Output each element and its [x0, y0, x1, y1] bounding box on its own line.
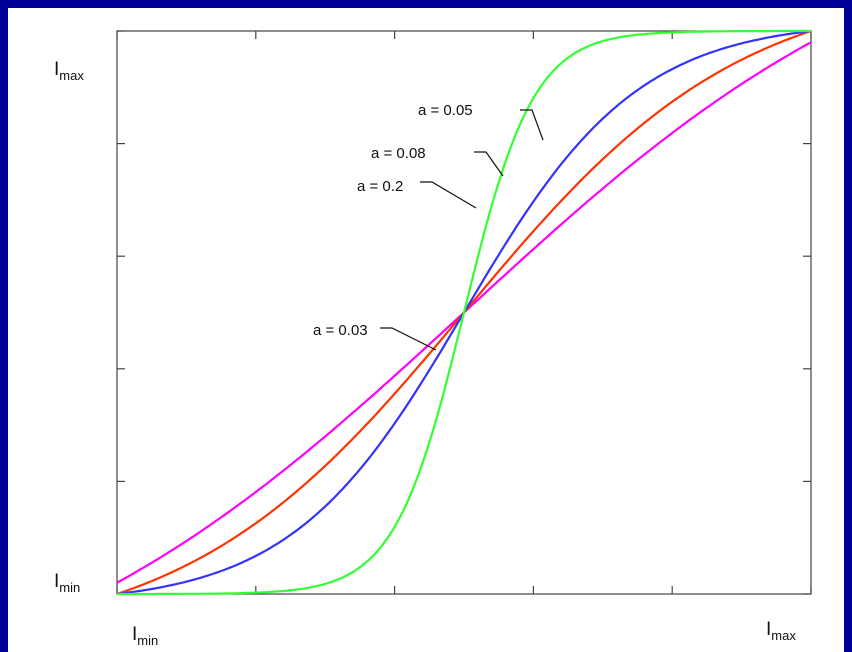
x-tick-label-min: Imin [132, 624, 159, 648]
sigmoid-chart: a = 0.05 a = 0.08 a = 0.2 a = 0.03 [116, 29, 812, 596]
annotation-leader-1 [474, 151, 504, 177]
annotation-leader-2 [420, 181, 477, 209]
series-line-a-0-2 [117, 29, 811, 596]
annotation-label-3: a = 0.03 [313, 322, 368, 339]
annotation-label-0: a = 0.05 [418, 102, 473, 119]
y-tick-label-max: Imax [54, 59, 84, 83]
annotation-leader-3 [380, 327, 437, 351]
y-tick-label-min: Imin [54, 571, 81, 595]
x-tick-label-max: Imax [766, 619, 796, 643]
annotation-leader-0 [520, 109, 544, 141]
chart-panel: a = 0.05 a = 0.08 a = 0.2 a = 0.03 Imax Imi… [8, 8, 844, 652]
plot-frame [116, 30, 812, 595]
annotation-label-1: a = 0.08 [371, 145, 426, 162]
annotation-label-2: a = 0.2 [357, 178, 403, 195]
